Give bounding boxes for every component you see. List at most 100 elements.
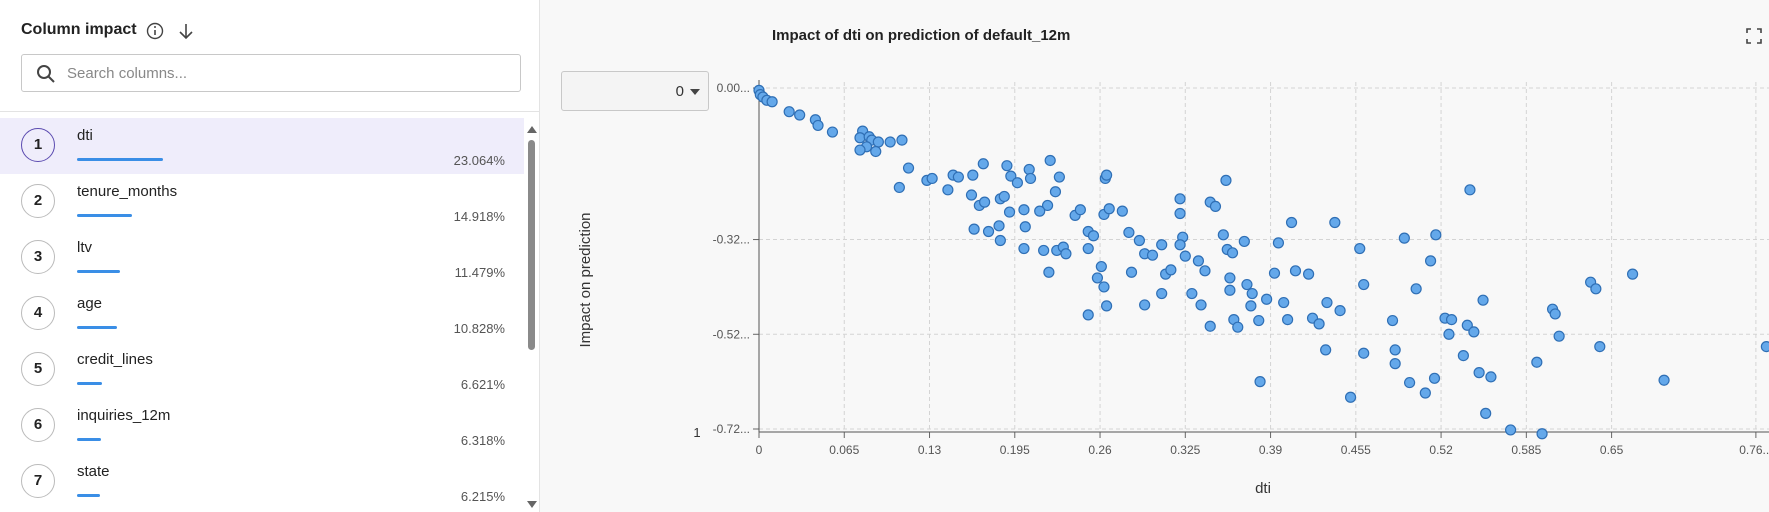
point bbox=[1174, 207, 1186, 220]
impact-bar bbox=[77, 158, 163, 161]
point bbox=[902, 162, 915, 174]
point bbox=[1285, 216, 1298, 229]
point bbox=[1480, 407, 1492, 419]
point bbox=[1156, 239, 1168, 251]
impact-label: 11.479% bbox=[454, 265, 505, 280]
point bbox=[1125, 266, 1138, 278]
point bbox=[1410, 283, 1422, 295]
point bbox=[1424, 255, 1437, 267]
point bbox=[1095, 260, 1107, 273]
search-input[interactable]: Search columns... bbox=[21, 54, 521, 92]
point bbox=[1082, 242, 1094, 255]
x-tick-label: 0.065 bbox=[829, 443, 859, 457]
impact-label: 6.215% bbox=[460, 489, 505, 504]
impact-label: 6.318% bbox=[460, 433, 505, 448]
panel-icons[interactable] bbox=[146, 22, 206, 42]
point bbox=[1220, 174, 1232, 186]
point bbox=[1053, 171, 1065, 183]
point bbox=[1549, 308, 1561, 320]
column-row[interactable]: 1 dti 23.064% bbox=[0, 118, 524, 174]
column-row[interactable]: 7 state 6.215% bbox=[0, 454, 524, 510]
point bbox=[1060, 248, 1072, 260]
point bbox=[1123, 226, 1135, 239]
point bbox=[1485, 371, 1497, 383]
point bbox=[1504, 424, 1517, 436]
point bbox=[1430, 229, 1442, 241]
point bbox=[979, 196, 991, 208]
y-tick-label: -0.72... bbox=[713, 422, 750, 436]
point bbox=[1116, 205, 1128, 217]
expand-icon[interactable] bbox=[1745, 27, 1763, 45]
column-row[interactable]: 6 inquiries_12m 6.318% bbox=[0, 398, 524, 454]
point bbox=[1246, 287, 1258, 300]
scrollbar-thumb[interactable] bbox=[528, 140, 535, 350]
point bbox=[1174, 239, 1186, 251]
column-row[interactable]: 3 ltv 11.479% bbox=[0, 230, 524, 286]
x-tick-label: 0.585 bbox=[1511, 443, 1541, 457]
point bbox=[1468, 326, 1480, 338]
point bbox=[1403, 376, 1416, 389]
point bbox=[1001, 160, 1013, 172]
point bbox=[1254, 376, 1266, 388]
point bbox=[982, 225, 995, 238]
column-row[interactable]: 4 age 10.828% bbox=[0, 286, 524, 342]
point bbox=[1278, 296, 1290, 309]
point bbox=[1074, 204, 1086, 216]
point bbox=[1313, 318, 1325, 330]
point bbox=[812, 119, 824, 132]
point bbox=[1398, 232, 1410, 244]
point bbox=[1321, 296, 1333, 309]
point bbox=[1003, 206, 1016, 218]
point bbox=[783, 106, 795, 118]
point bbox=[1464, 184, 1476, 196]
search-placeholder: Search columns... bbox=[67, 65, 188, 82]
point bbox=[1445, 313, 1458, 326]
point bbox=[1428, 372, 1441, 384]
point bbox=[1103, 203, 1115, 215]
point bbox=[1553, 330, 1565, 342]
point bbox=[1179, 250, 1191, 262]
point bbox=[1536, 428, 1548, 440]
point bbox=[1272, 237, 1285, 249]
column-panel: Column impact Search columns... 1 dti 23.0… bbox=[0, 0, 540, 512]
point bbox=[893, 181, 905, 194]
x-tick-label: 0.39 bbox=[1259, 443, 1283, 457]
impact-label: 6.621% bbox=[460, 377, 505, 392]
x-tick-label: 0.26 bbox=[1088, 443, 1112, 457]
rank-badge: 4 bbox=[21, 296, 55, 330]
point bbox=[1226, 247, 1239, 259]
column-name: dti bbox=[77, 127, 93, 144]
point bbox=[1023, 163, 1035, 176]
column-name: state bbox=[77, 463, 110, 480]
point bbox=[1049, 186, 1062, 198]
point bbox=[926, 172, 938, 185]
x-axis-title: dti bbox=[1255, 480, 1271, 497]
point bbox=[942, 184, 954, 196]
rank-badge: 2 bbox=[21, 184, 55, 218]
impact-bar bbox=[77, 214, 133, 217]
column-row[interactable]: 2 tenure_months 14.918% bbox=[0, 174, 524, 230]
point bbox=[1011, 177, 1024, 189]
column-name: credit_lines bbox=[77, 351, 153, 368]
point bbox=[1217, 229, 1229, 241]
point bbox=[1389, 358, 1401, 370]
point bbox=[1358, 278, 1370, 291]
point bbox=[826, 126, 839, 138]
point bbox=[1082, 309, 1094, 321]
class-dropdown[interactable]: 0 bbox=[561, 71, 709, 111]
x-tick-label: 0.65 bbox=[1600, 443, 1624, 457]
impact-bar bbox=[77, 494, 101, 497]
column-row[interactable]: 5 credit_lines 6.621% bbox=[0, 342, 524, 398]
column-name: inquiries_12m bbox=[77, 407, 171, 424]
scrollbar-arrows[interactable] bbox=[526, 124, 538, 512]
x-tick-label: 0.13 bbox=[918, 443, 942, 457]
point bbox=[1358, 347, 1370, 359]
x-tick-label: 0.325 bbox=[1170, 443, 1200, 457]
point bbox=[1245, 300, 1257, 312]
point bbox=[968, 223, 980, 235]
point bbox=[1354, 242, 1366, 255]
point bbox=[1302, 268, 1315, 280]
point bbox=[1320, 344, 1332, 356]
point bbox=[1038, 244, 1050, 257]
point bbox=[1594, 340, 1606, 353]
